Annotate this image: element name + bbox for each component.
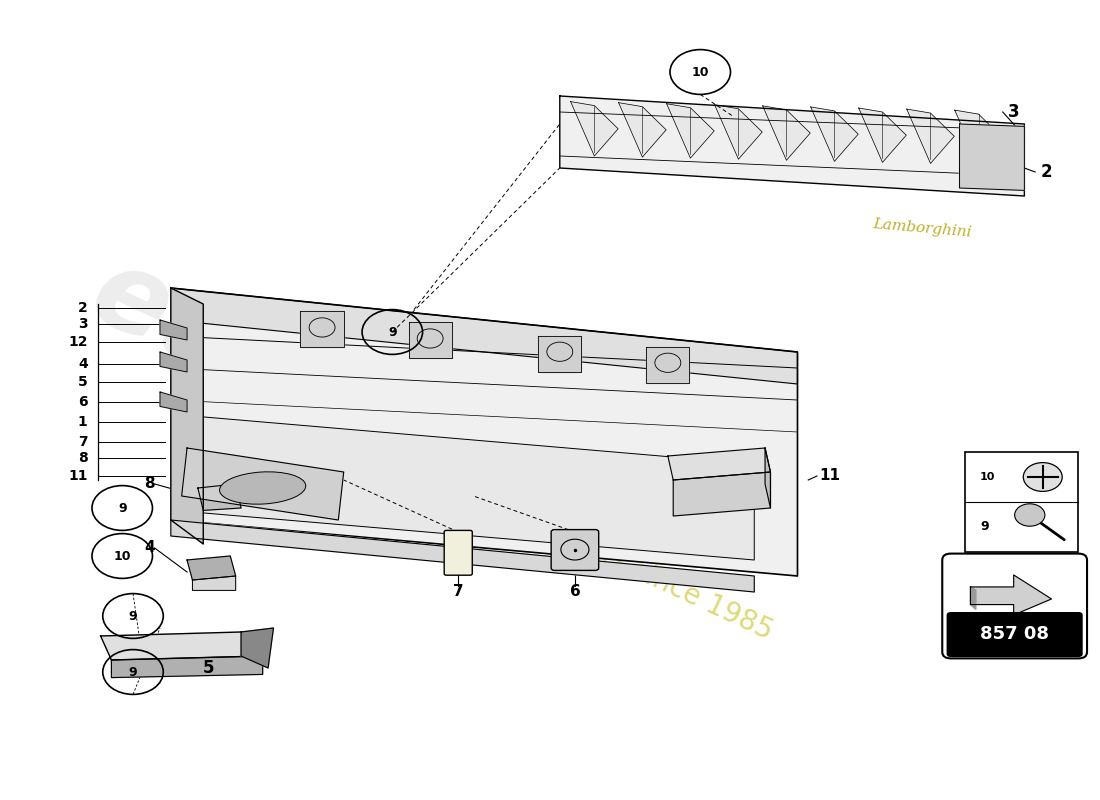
Polygon shape <box>646 346 690 382</box>
Polygon shape <box>906 109 955 163</box>
Text: 11: 11 <box>820 469 840 483</box>
Polygon shape <box>170 288 204 544</box>
Polygon shape <box>766 448 770 508</box>
Polygon shape <box>241 628 274 668</box>
Text: 8: 8 <box>144 477 155 491</box>
Text: 8: 8 <box>78 450 88 465</box>
FancyBboxPatch shape <box>444 530 472 575</box>
Text: 3: 3 <box>78 317 88 331</box>
Polygon shape <box>970 587 976 610</box>
Polygon shape <box>859 108 906 162</box>
Text: 6: 6 <box>78 395 88 410</box>
Polygon shape <box>618 102 667 157</box>
Text: 7: 7 <box>453 585 463 599</box>
Polygon shape <box>571 102 618 156</box>
Polygon shape <box>182 448 343 520</box>
Text: 5: 5 <box>204 659 214 677</box>
Polygon shape <box>111 656 263 678</box>
Text: 857 08: 857 08 <box>980 625 1049 642</box>
Text: 9: 9 <box>980 521 989 534</box>
Text: 1: 1 <box>78 415 88 430</box>
Text: 9: 9 <box>129 666 138 678</box>
Text: 7: 7 <box>78 434 88 449</box>
Circle shape <box>1023 462 1063 491</box>
Polygon shape <box>673 472 770 516</box>
Polygon shape <box>187 556 235 580</box>
FancyBboxPatch shape <box>965 452 1078 552</box>
Text: 12: 12 <box>68 335 88 350</box>
FancyBboxPatch shape <box>551 530 598 570</box>
Polygon shape <box>667 104 714 158</box>
Polygon shape <box>160 320 187 340</box>
FancyBboxPatch shape <box>947 612 1082 657</box>
Text: 4: 4 <box>144 541 155 555</box>
Polygon shape <box>538 336 582 372</box>
Polygon shape <box>170 520 755 592</box>
Text: 2: 2 <box>78 301 88 315</box>
Text: 9: 9 <box>388 326 397 338</box>
Polygon shape <box>192 576 235 590</box>
Polygon shape <box>715 105 762 159</box>
Text: a passion for parts since 1985: a passion for parts since 1985 <box>385 442 778 646</box>
Polygon shape <box>170 288 798 576</box>
Text: 10: 10 <box>113 550 131 562</box>
Polygon shape <box>160 392 187 412</box>
Circle shape <box>1014 504 1045 526</box>
Text: 4: 4 <box>78 357 88 371</box>
Text: Lamborghini: Lamborghini <box>871 217 971 239</box>
FancyBboxPatch shape <box>943 554 1087 658</box>
Text: 9: 9 <box>129 610 138 622</box>
Text: 10: 10 <box>980 472 996 482</box>
Polygon shape <box>560 96 1024 196</box>
Polygon shape <box>408 322 452 358</box>
Text: 9: 9 <box>118 502 127 514</box>
Polygon shape <box>192 416 755 560</box>
Text: 2: 2 <box>1041 163 1053 181</box>
Text: europarts: europarts <box>75 238 676 594</box>
Polygon shape <box>198 484 241 510</box>
Polygon shape <box>160 352 187 372</box>
Polygon shape <box>811 107 858 162</box>
Polygon shape <box>300 311 343 347</box>
Text: 6: 6 <box>570 585 581 599</box>
Polygon shape <box>170 288 798 384</box>
Text: 10: 10 <box>692 66 710 78</box>
Polygon shape <box>668 448 770 480</box>
Polygon shape <box>970 575 1052 615</box>
Polygon shape <box>955 110 1002 165</box>
Polygon shape <box>959 124 1024 190</box>
Ellipse shape <box>220 472 306 504</box>
Text: 5: 5 <box>78 375 88 390</box>
Text: 11: 11 <box>68 469 88 483</box>
Polygon shape <box>762 106 811 160</box>
Polygon shape <box>100 632 263 660</box>
Text: 3: 3 <box>1009 103 1020 121</box>
